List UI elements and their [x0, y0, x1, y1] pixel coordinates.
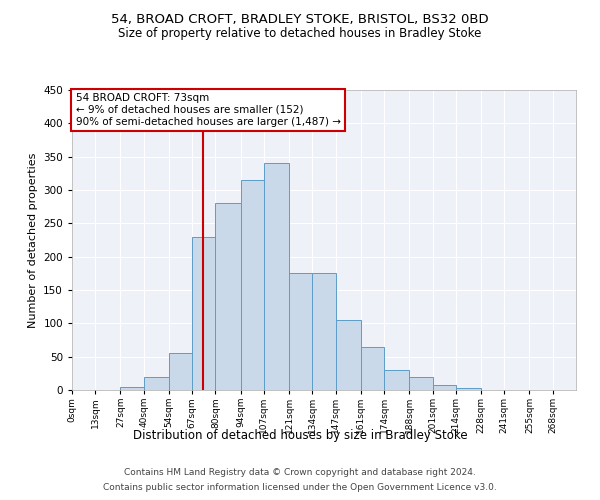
Bar: [121, 386, 144, 390]
Bar: [169, 354, 192, 390]
Bar: [264, 164, 289, 390]
Text: 54 BROAD CROFT: 73sqm
← 9% of detached houses are smaller (152)
90% of semi-deta: 54 BROAD CROFT: 73sqm ← 9% of detached h…: [76, 94, 341, 126]
Bar: [335, 320, 361, 390]
Text: Size of property relative to detached houses in Bradley Stoke: Size of property relative to detached ho…: [118, 28, 482, 40]
Y-axis label: Number of detached properties: Number of detached properties: [28, 152, 38, 328]
Text: Distribution of detached houses by size in Bradley Stoke: Distribution of detached houses by size …: [133, 428, 467, 442]
Bar: [313, 274, 335, 390]
Bar: [409, 376, 433, 390]
Bar: [384, 370, 409, 390]
Bar: [144, 376, 169, 390]
Text: Contains public sector information licensed under the Open Government Licence v3: Contains public sector information licen…: [103, 483, 497, 492]
Text: 54, BROAD CROFT, BRADLEY STOKE, BRISTOL, BS32 0BD: 54, BROAD CROFT, BRADLEY STOKE, BRISTOL,…: [111, 12, 489, 26]
Bar: [192, 236, 215, 390]
Bar: [361, 346, 384, 390]
Bar: [241, 180, 264, 390]
Bar: [433, 386, 456, 390]
Bar: [456, 388, 481, 390]
Bar: [215, 204, 241, 390]
Text: Contains HM Land Registry data © Crown copyright and database right 2024.: Contains HM Land Registry data © Crown c…: [124, 468, 476, 477]
Bar: [289, 274, 313, 390]
